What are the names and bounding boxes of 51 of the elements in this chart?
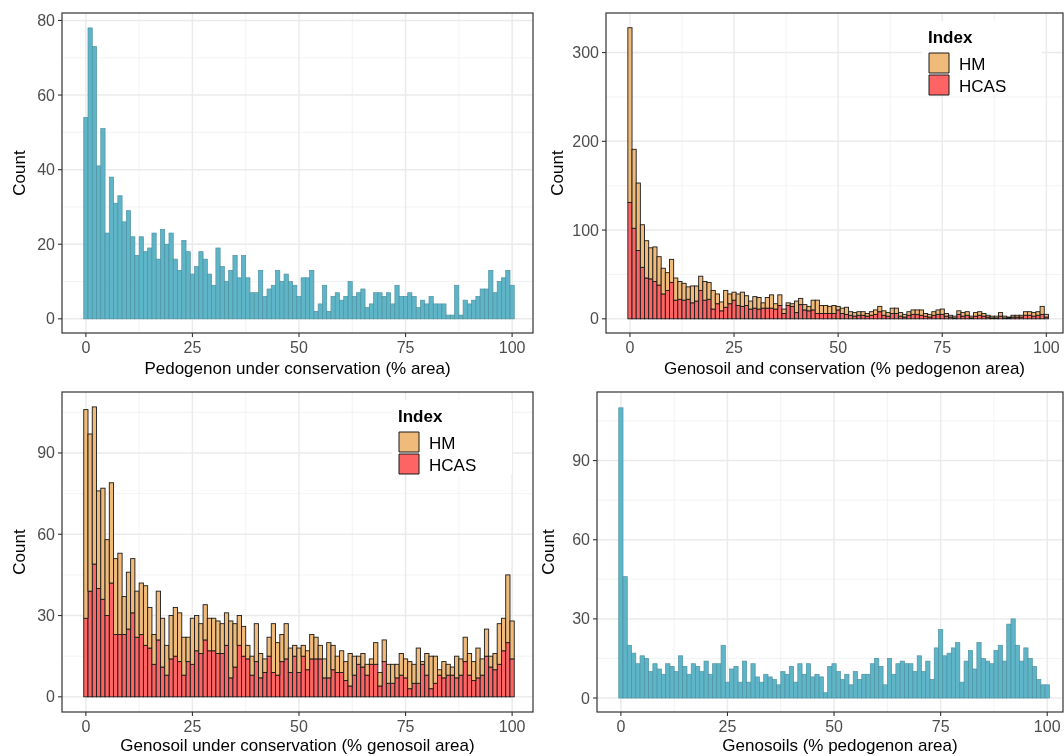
legend-label: HM xyxy=(959,55,986,74)
x-tick-label: 75 xyxy=(396,718,415,735)
y-axis-title: Count xyxy=(10,150,29,196)
y-tick-label: 60 xyxy=(572,531,591,549)
x-tick-label: 50 xyxy=(825,718,844,735)
y-tick-label: 40 xyxy=(37,161,56,179)
x-tick-label: 50 xyxy=(290,339,308,356)
y-tick-label: 20 xyxy=(37,235,56,253)
y-tick-label: 0 xyxy=(46,310,56,328)
x-tick-label: 100 xyxy=(498,339,526,356)
legend-title: Index xyxy=(928,28,973,47)
y-tick-label: 60 xyxy=(37,525,56,543)
x-tick-label: 75 xyxy=(933,339,952,356)
x-tick-label: 100 xyxy=(1033,718,1061,735)
legend-title: Index xyxy=(398,407,443,426)
y-tick-label: 90 xyxy=(37,444,56,462)
y-tick-label: 0 xyxy=(581,689,591,707)
x-tick-label: 100 xyxy=(498,718,526,735)
x-tick-label: 25 xyxy=(725,339,744,356)
x-tick-label: 0 xyxy=(616,718,626,735)
y-tick-label: 100 xyxy=(572,221,600,239)
x-tick-label: 25 xyxy=(183,339,202,356)
x-tick-label: 50 xyxy=(829,339,848,356)
y-axis-title: Count xyxy=(548,150,567,196)
x-tick-label: 100 xyxy=(1032,339,1060,356)
x-tick-label: 75 xyxy=(396,339,415,356)
y-tick-label: 0 xyxy=(46,688,56,706)
x-tick-label: 50 xyxy=(290,718,308,735)
y-tick-label: 60 xyxy=(37,86,56,104)
y-tick-label: 300 xyxy=(572,44,600,62)
x-tick-label: 25 xyxy=(718,718,737,735)
x-axis-title: Genosoil under conservation (% genosoil area) xyxy=(120,736,475,755)
x-tick-label: 0 xyxy=(81,339,91,356)
x-tick-label: 25 xyxy=(183,718,202,735)
x-tick-label: 0 xyxy=(625,339,635,356)
y-axis-title: Count xyxy=(10,529,29,575)
x-tick-label: 75 xyxy=(931,718,950,735)
y-tick-label: 0 xyxy=(590,310,600,328)
y-axis-title: Count xyxy=(539,529,558,575)
x-axis-title: Genosoil and conservation (% pedogenon area) xyxy=(663,359,1026,378)
legend-label: HCAS xyxy=(429,456,477,475)
y-tick-label: 80 xyxy=(37,11,56,29)
legend-label: HCAS xyxy=(959,77,1007,96)
y-tick-label: 30 xyxy=(572,610,591,628)
x-tick-label: 0 xyxy=(81,718,91,735)
x-axis-title: Genosoils (% pedogenon area) xyxy=(722,736,958,755)
legend-label: HM xyxy=(429,434,456,453)
y-tick-label: 30 xyxy=(37,607,56,625)
y-tick-label: 90 xyxy=(572,452,591,470)
x-axis-title: Pedogenon under conservation (% area) xyxy=(144,359,451,378)
y-tick-label: 200 xyxy=(572,132,600,150)
